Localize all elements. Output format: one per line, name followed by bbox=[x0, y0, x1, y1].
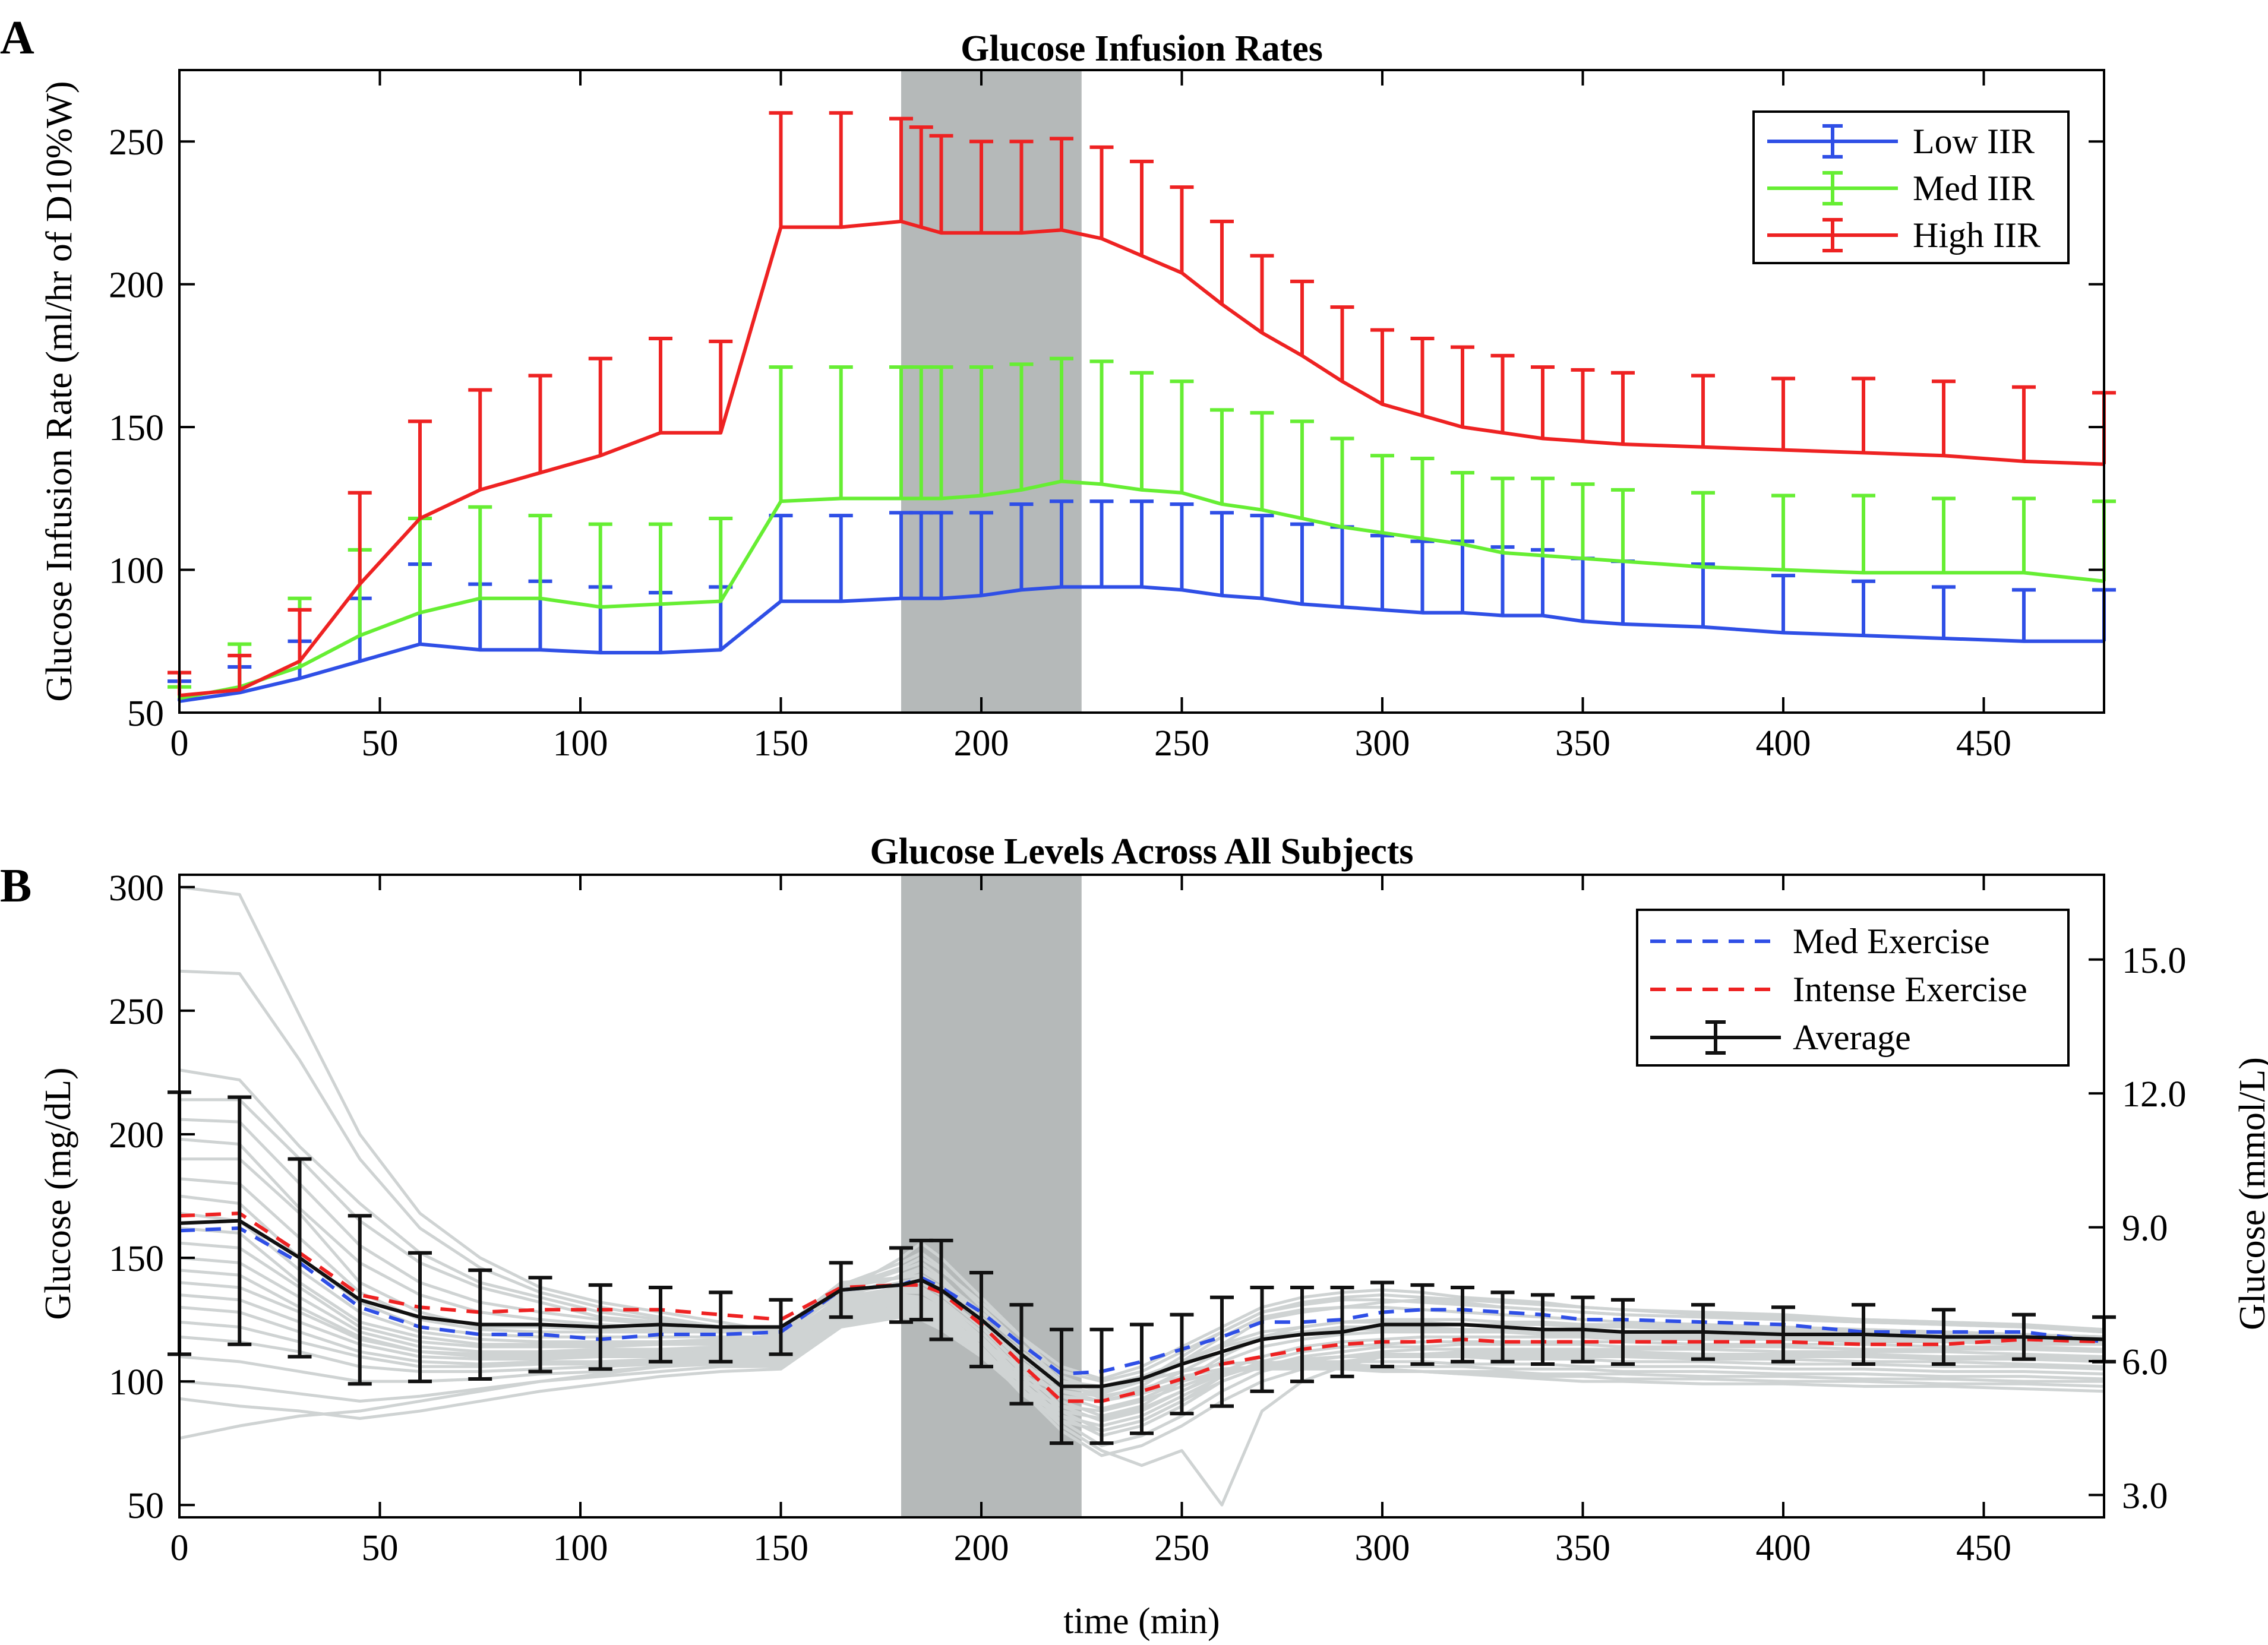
x-tick-label: 350 bbox=[1555, 723, 1610, 764]
subject-trace bbox=[179, 1241, 2105, 1438]
y2-tick-label: 12.0 bbox=[2122, 1074, 2187, 1115]
y-tick-label: 150 bbox=[109, 408, 164, 448]
subject-trace bbox=[179, 1305, 2105, 1421]
subject-trace bbox=[179, 1303, 2105, 1428]
x-tick-label: 0 bbox=[170, 723, 189, 764]
panel-letter-a: A bbox=[0, 12, 34, 64]
x-tick-label: 350 bbox=[1555, 1528, 1610, 1568]
panel-b-legend: Med Exercise Intense Exercise Average bbox=[1636, 909, 2070, 1067]
x-tick-label: 200 bbox=[954, 1528, 1009, 1568]
legend-high-iir-label: High IIR bbox=[1913, 216, 2040, 255]
x-tick-label: 300 bbox=[1355, 723, 1410, 764]
subject-trace bbox=[179, 1256, 2105, 1447]
y-tick-label: 200 bbox=[109, 1115, 164, 1156]
x-tick-label: 250 bbox=[1154, 1528, 1209, 1568]
x-tick-label: 150 bbox=[753, 723, 808, 764]
panel-b-x-axis-label: time (min) bbox=[1063, 1601, 1220, 1641]
panel-a-legend: Low IIR Med IIR High IIR bbox=[1752, 110, 2070, 264]
y-tick-label: 200 bbox=[109, 265, 164, 306]
legend-average-label: Average bbox=[1793, 1018, 1911, 1057]
panel-b-plot-frame bbox=[178, 874, 2105, 1519]
y-tick-label: 100 bbox=[109, 551, 164, 591]
x-tick-label: 300 bbox=[1355, 1528, 1410, 1568]
x-tick-label: 400 bbox=[1756, 1528, 1811, 1568]
x-tick-label: 200 bbox=[954, 723, 1009, 764]
high-iir-line bbox=[179, 219, 2105, 698]
subject-trace bbox=[179, 1293, 2105, 1432]
y-tick-label: 50 bbox=[127, 1486, 164, 1526]
subject-trace bbox=[179, 1308, 2105, 1413]
y-tick-label: 300 bbox=[109, 868, 164, 909]
panel-b-y-axis-label: Glucose (mg/dL) bbox=[38, 1067, 78, 1320]
panel-letter-b: B bbox=[0, 860, 31, 912]
x-tick-label: 50 bbox=[362, 1528, 399, 1568]
subject-trace bbox=[179, 1281, 2105, 1457]
med-exercise-line bbox=[179, 1226, 2105, 1376]
panel-a: A Glucose Infusion Rates 0 50 100 150 200 250… bbox=[0, 12, 2116, 764]
panel-b-y2-axis-label: Glucose (mmol/L) bbox=[2232, 1057, 2268, 1330]
y2-tick-label: 9.0 bbox=[2122, 1209, 2168, 1249]
x-tick-label: 50 bbox=[362, 723, 399, 764]
low-iir-line bbox=[179, 585, 2104, 703]
legend-med-iir-label: Med IIR bbox=[1913, 169, 2035, 208]
subject-trace bbox=[179, 1157, 2105, 1396]
legend-intense-exercise-label: Intense Exercise bbox=[1793, 970, 2027, 1009]
x-tick-label: 150 bbox=[753, 1528, 808, 1568]
subject-trace bbox=[179, 1315, 2105, 1421]
x-tick-label: 100 bbox=[553, 1528, 608, 1568]
panel-a-title: Glucose Infusion Rates bbox=[961, 29, 1323, 69]
x-tick-label: 250 bbox=[1154, 723, 1209, 764]
subject-trace bbox=[179, 1268, 2105, 1507]
subject-trace bbox=[179, 1068, 2105, 1381]
x-tick-label: 0 bbox=[170, 1528, 189, 1568]
legend-low-iir-label: Low IIR bbox=[1913, 122, 2035, 161]
y-tick-label: 250 bbox=[109, 992, 164, 1032]
intense-exercise-line bbox=[179, 1211, 2105, 1403]
x-tick-label: 450 bbox=[1956, 1528, 2011, 1568]
panel-a-shaded-region bbox=[901, 70, 1082, 713]
x-tick-label: 450 bbox=[1956, 723, 2011, 764]
panel-b: B Glucose Levels Across All Subjects 0 50… bbox=[0, 831, 2268, 1641]
subject-trace bbox=[179, 1211, 2104, 1423]
average-line bbox=[179, 1219, 2105, 1388]
med-iir-line bbox=[179, 479, 2105, 700]
y2-tick-label: 15.0 bbox=[2122, 941, 2187, 981]
legend-med-exercise-label: Med Exercise bbox=[1793, 922, 1990, 961]
y-tick-label: 150 bbox=[109, 1239, 164, 1279]
y2-tick-label: 6.0 bbox=[2122, 1342, 2168, 1383]
y-tick-label: 100 bbox=[109, 1362, 164, 1403]
panel-a-y-axis-label: Glucose Infusion Rate (ml/hr of D10%W) bbox=[39, 81, 80, 701]
panel-a-plot-frame bbox=[178, 69, 2105, 714]
panel-b-title: Glucose Levels Across All Subjects bbox=[870, 831, 1413, 872]
y-tick-label: 50 bbox=[127, 694, 164, 734]
y2-tick-label: 3.0 bbox=[2122, 1476, 2168, 1516]
subject-trace bbox=[179, 1137, 2105, 1418]
y-tick-label: 250 bbox=[109, 122, 164, 163]
x-tick-label: 400 bbox=[1756, 723, 1811, 764]
x-tick-label: 100 bbox=[553, 723, 608, 764]
